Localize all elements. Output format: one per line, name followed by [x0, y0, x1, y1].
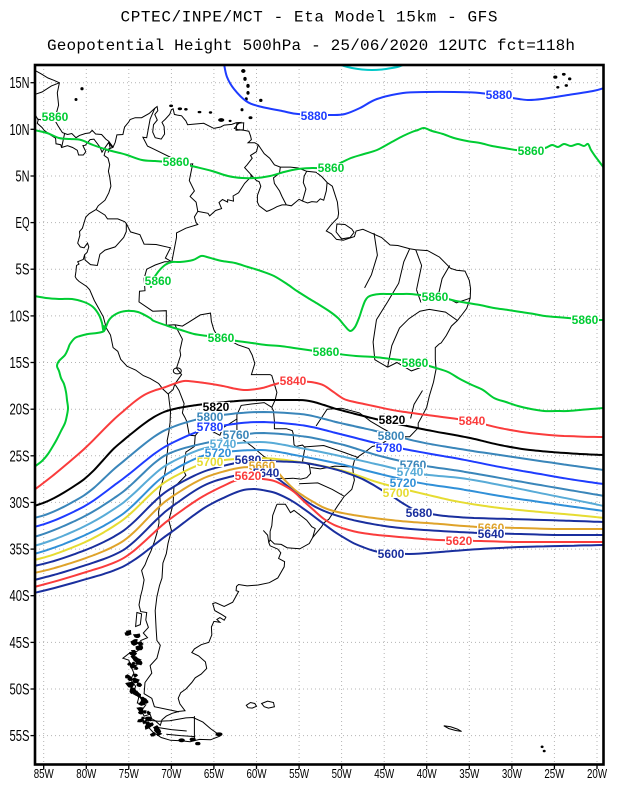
svg-text:85W: 85W [34, 767, 54, 781]
svg-text:5880: 5880 [486, 88, 513, 102]
svg-text:5820: 5820 [203, 400, 230, 414]
svg-text:5720: 5720 [390, 476, 417, 490]
svg-text:5720: 5720 [205, 446, 232, 460]
svg-text:5860: 5860 [145, 274, 172, 288]
svg-text:Geopotential Height 500hPa - 2: Geopotential Height 500hPa - 25/06/2020 … [47, 37, 575, 55]
svg-text:5700: 5700 [383, 486, 410, 500]
svg-text:25S: 25S [10, 448, 30, 465]
svg-text:55S: 55S [10, 728, 30, 745]
svg-text:5620: 5620 [446, 534, 473, 548]
svg-text:60W: 60W [247, 767, 267, 781]
svg-text:30S: 30S [10, 495, 30, 512]
svg-text:15S: 15S [10, 355, 30, 372]
svg-text:5800: 5800 [378, 429, 405, 443]
svg-text:15N: 15N [10, 75, 30, 92]
svg-text:35S: 35S [10, 542, 30, 559]
svg-text:5860: 5860 [402, 356, 429, 370]
svg-text:70W: 70W [161, 767, 181, 781]
svg-text:5600: 5600 [378, 547, 405, 561]
svg-text:55W: 55W [289, 767, 309, 781]
svg-text:45W: 45W [374, 767, 394, 781]
svg-text:5740: 5740 [210, 437, 237, 451]
svg-text:50S: 50S [10, 682, 30, 699]
svg-text:5860: 5860 [313, 345, 340, 359]
svg-text:5820: 5820 [379, 413, 406, 427]
svg-text:EQ: EQ [16, 215, 30, 232]
svg-text:5780: 5780 [376, 441, 403, 455]
svg-text:30W: 30W [502, 767, 522, 781]
svg-text:5860: 5860 [518, 144, 545, 158]
svg-text:5840: 5840 [459, 414, 486, 428]
svg-text:40S: 40S [10, 588, 30, 605]
svg-text:5700: 5700 [197, 455, 224, 469]
svg-text:40W: 40W [417, 767, 437, 781]
svg-text:5860: 5860 [572, 313, 599, 327]
svg-text:45S: 45S [10, 635, 30, 652]
svg-text:5640: 5640 [478, 527, 505, 541]
svg-text:10S: 10S [10, 308, 30, 325]
svg-text:20S: 20S [10, 402, 30, 419]
svg-text:35W: 35W [459, 767, 479, 781]
svg-text:5N: 5N [16, 169, 30, 186]
svg-text:5860: 5860 [318, 161, 345, 175]
svg-text:5860: 5860 [42, 110, 69, 124]
svg-text:5860: 5860 [163, 155, 190, 169]
svg-text:5880: 5880 [301, 109, 328, 123]
svg-text:10N: 10N [10, 122, 30, 139]
svg-text:75W: 75W [119, 767, 139, 781]
svg-text:5840: 5840 [280, 374, 307, 388]
svg-text:20W: 20W [587, 767, 607, 781]
svg-text:5860: 5860 [208, 331, 235, 345]
svg-text:5760: 5760 [223, 428, 250, 442]
svg-text:5S: 5S [16, 262, 30, 279]
svg-text:80W: 80W [76, 767, 96, 781]
svg-text:50W: 50W [332, 767, 352, 781]
svg-text:5740: 5740 [397, 465, 424, 479]
svg-text:5860: 5860 [422, 290, 449, 304]
svg-text:5620: 5620 [235, 469, 262, 483]
svg-text:5780: 5780 [197, 420, 224, 434]
svg-text:5800: 5800 [197, 410, 224, 424]
svg-text:5680: 5680 [406, 506, 433, 520]
svg-text:65W: 65W [204, 767, 224, 781]
svg-text:25W: 25W [544, 767, 564, 781]
svg-text:CPTEC/INPE/MCT - Eta Model 15: CPTEC/INPE/MCT - Eta Model 15km - GFS [121, 9, 498, 27]
